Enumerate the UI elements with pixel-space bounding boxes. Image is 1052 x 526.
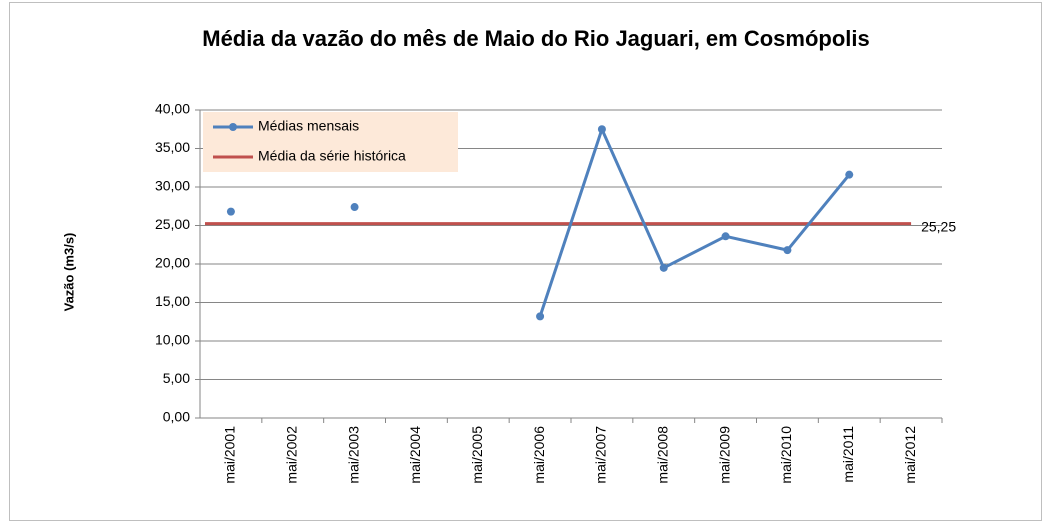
chart-title: Média da vazão do mês de Maio do Rio Jag… bbox=[202, 26, 869, 51]
x-tick-label: mai/2007 bbox=[593, 426, 609, 484]
y-tick-label: 20,00 bbox=[155, 255, 190, 271]
series-marker bbox=[350, 203, 359, 212]
legend-marker bbox=[229, 123, 237, 131]
x-tick-label: mai/2002 bbox=[283, 426, 299, 484]
series-marker bbox=[226, 207, 235, 216]
series-marker bbox=[845, 170, 854, 179]
y-tick-label: 15,00 bbox=[155, 293, 190, 309]
x-tick-label: mai/2001 bbox=[222, 426, 238, 484]
y-tick-label: 5,00 bbox=[163, 370, 190, 386]
series-marker bbox=[597, 125, 606, 134]
chart-border bbox=[9, 2, 1042, 521]
x-tick-label: mai/2010 bbox=[778, 426, 794, 484]
series-marker bbox=[783, 246, 792, 255]
y-tick-label: 35,00 bbox=[155, 139, 190, 155]
series-line bbox=[538, 127, 851, 317]
series-marker bbox=[721, 232, 730, 241]
series-marker bbox=[659, 263, 668, 272]
x-tick-label: mai/2008 bbox=[654, 426, 670, 484]
x-tick-label: mai/2004 bbox=[407, 426, 423, 484]
y-axis-title: Vazão (m3/s) bbox=[61, 233, 76, 312]
x-tick-label: mai/2003 bbox=[345, 426, 361, 484]
x-tick-label: mai/2011 bbox=[840, 426, 856, 483]
reference-label: 25,25 bbox=[921, 218, 956, 234]
x-tick-label: mai/2009 bbox=[716, 426, 732, 484]
y-tick-label: 0,00 bbox=[163, 409, 190, 425]
y-tick-label: 30,00 bbox=[155, 178, 190, 194]
y-tick-label: 40,00 bbox=[155, 101, 190, 117]
legend-label: Médias mensais bbox=[258, 118, 359, 134]
x-tick-label: mai/2006 bbox=[531, 426, 547, 484]
legend-box bbox=[203, 112, 458, 172]
series-marker bbox=[536, 312, 545, 321]
y-tick-label: 25,00 bbox=[155, 216, 190, 232]
y-tick-label: 10,00 bbox=[155, 332, 190, 348]
x-tick-label: mai/2005 bbox=[469, 426, 485, 484]
legend-label: Média da série histórica bbox=[258, 148, 406, 164]
x-tick-label: mai/2012 bbox=[902, 426, 918, 484]
